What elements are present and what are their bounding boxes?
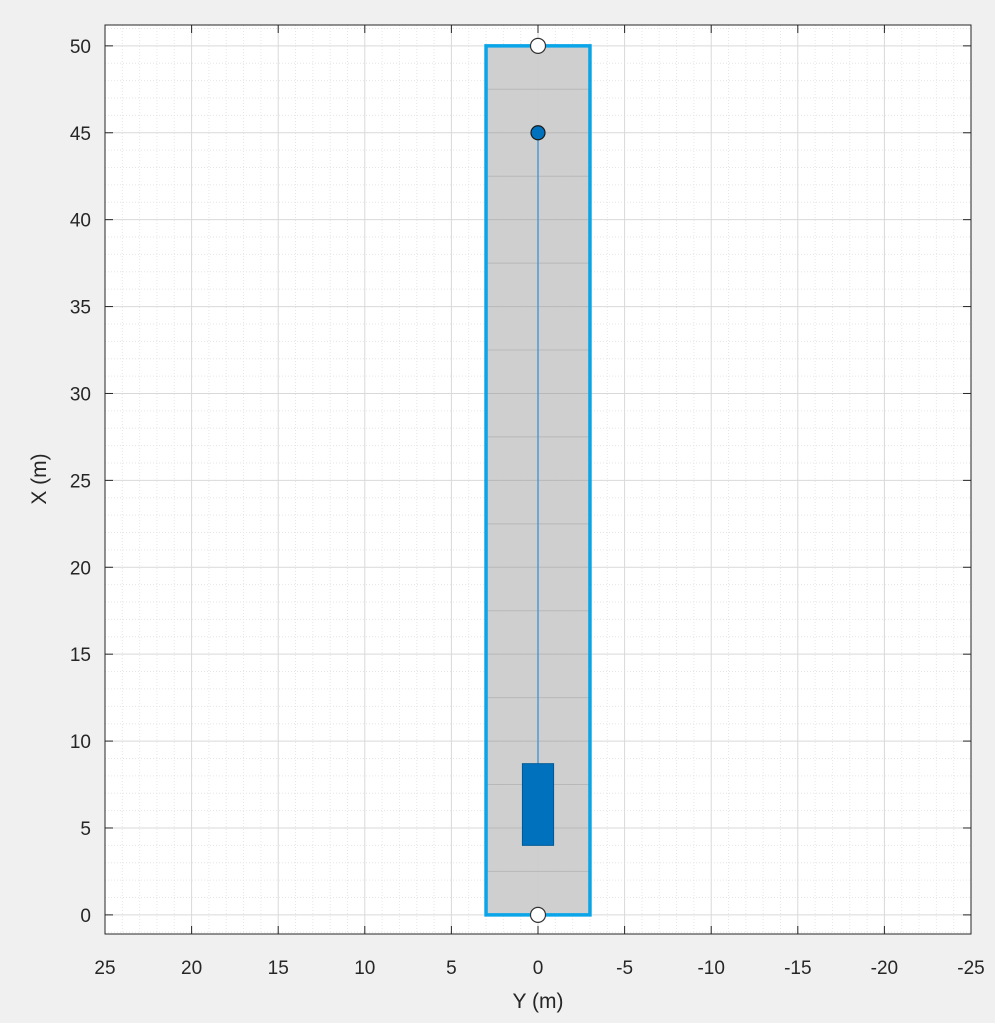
x-tick-label: -5	[616, 958, 633, 979]
y-tick-label: 0	[80, 906, 91, 927]
x-tick-label: -20	[871, 958, 898, 979]
x-tick-label: 20	[181, 958, 202, 979]
x-tick-label: 0	[533, 958, 544, 979]
y-tick-label: 35	[70, 298, 91, 319]
road-endpoint-marker	[529, 37, 547, 54]
road-endpoint-marker	[529, 906, 547, 923]
vehicle	[521, 763, 555, 846]
y-axis-ticks: 0 5 10 15 20 25 30 35 40 45 50	[70, 37, 971, 927]
y-tick-label: 20	[70, 558, 91, 579]
y-tick-label: 25	[70, 471, 91, 492]
y-tick-label: 50	[70, 37, 91, 58]
x-tick-label: -10	[697, 958, 724, 979]
y-tick-label: 45	[70, 124, 91, 145]
y-tick-label: 10	[70, 732, 91, 753]
y-axis-label: X (m)	[28, 453, 51, 504]
y-tick-label: 40	[70, 211, 91, 232]
x-tick-label: 15	[268, 958, 289, 979]
y-tick-label: 5	[80, 819, 91, 840]
x-tick-label: 5	[446, 958, 457, 979]
marks-layer	[521, 37, 555, 923]
y-tick-label: 30	[70, 384, 91, 405]
x-axis-label: Y (m)	[513, 990, 564, 1013]
x-axis-ticks: 25 20 15 10 5 0 -5 -10 -15 -20 -25	[94, 25, 985, 979]
waypoint-marker	[530, 125, 546, 141]
x-tick-label: 25	[94, 958, 115, 979]
y-tick-label: 15	[70, 645, 91, 666]
x-tick-label: -25	[957, 958, 984, 979]
x-tick-label: 10	[354, 958, 375, 979]
x-tick-label: -15	[784, 958, 811, 979]
